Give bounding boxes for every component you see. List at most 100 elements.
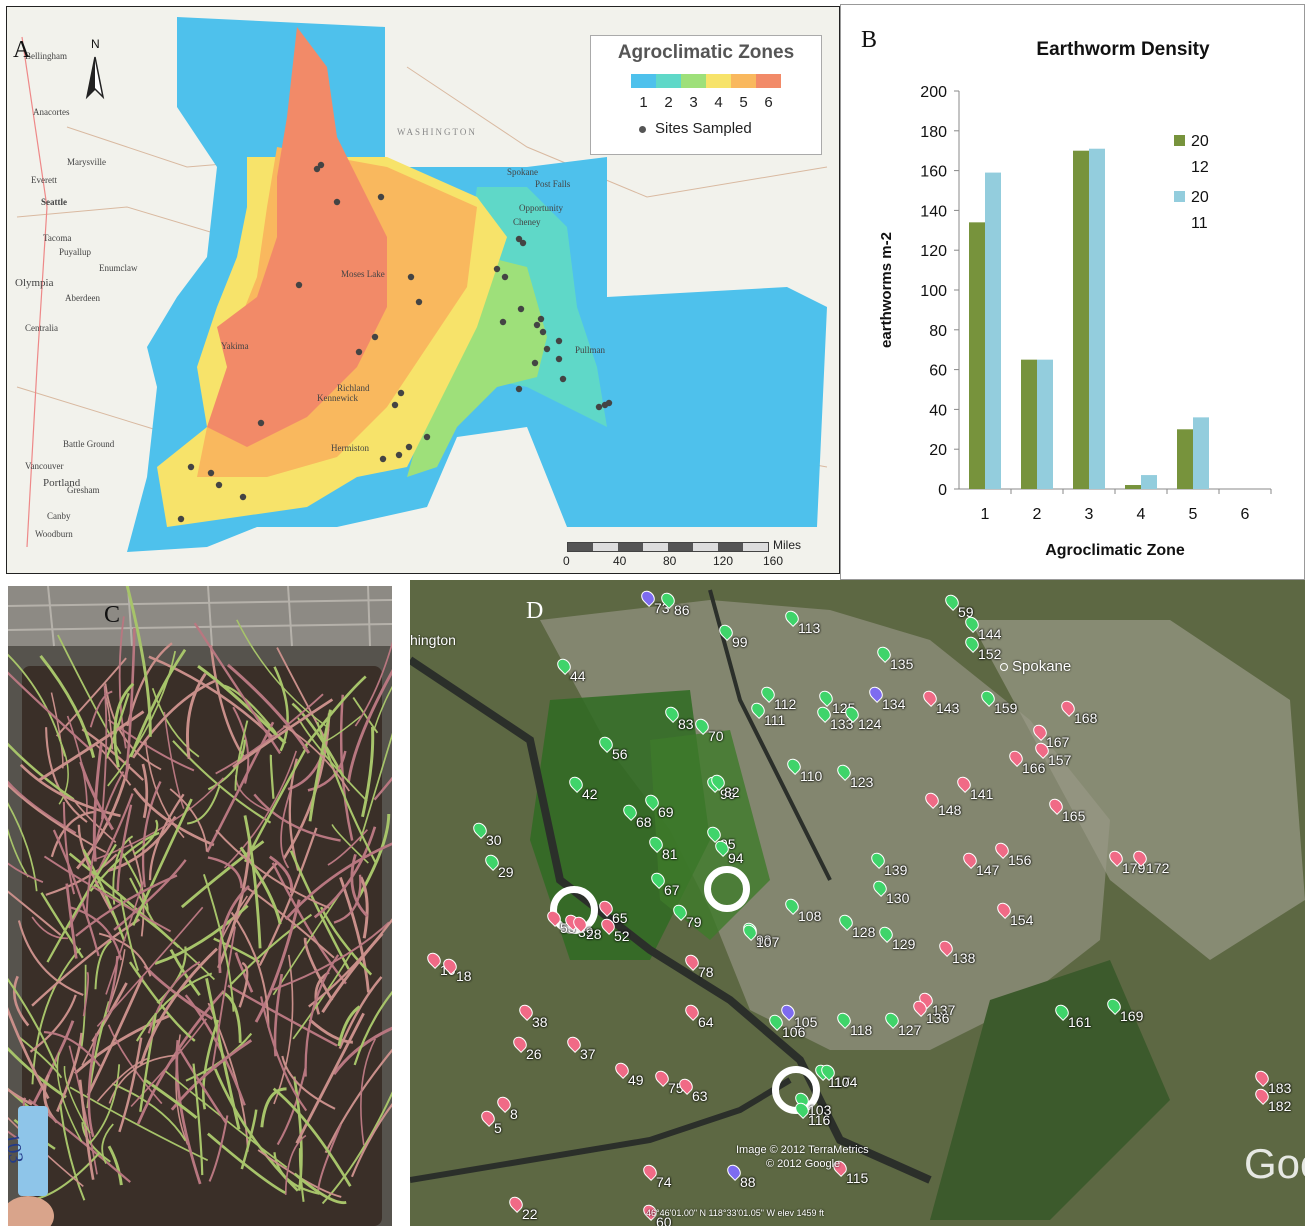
town-label: Yakima	[221, 341, 249, 351]
scale-tick-label: 40	[613, 554, 627, 568]
zone-1-swatch	[631, 74, 656, 88]
legend-swatch	[1174, 191, 1185, 202]
map-pin-label: 157	[1048, 752, 1072, 768]
map-pin-label: 134	[882, 696, 906, 712]
map-pin-label: 108	[798, 908, 822, 924]
map-pin-label: 169	[1120, 1008, 1144, 1024]
map-pin-label: 69	[658, 804, 674, 820]
town-label: Richland	[337, 383, 370, 393]
map-pin-label: 137	[932, 1002, 956, 1018]
town-label: Post Falls	[535, 179, 571, 189]
x-axis-label: Agroclimatic Zone	[1045, 542, 1185, 559]
zone-number-label: 2	[664, 94, 673, 111]
sites-sampled-label: Sites Sampled	[655, 120, 752, 137]
satellite-map-panel: D hington Spokane 73 86 59 113 144 99 152 135 44…	[410, 580, 1305, 1226]
legend-label: 20	[1191, 133, 1209, 150]
zone-number-label: 5	[739, 94, 748, 111]
bar-2011-zone-5	[1193, 417, 1209, 489]
town-label: Moses Lake	[341, 269, 385, 279]
bar-2012-zone-1	[969, 222, 985, 489]
map-pin-label: 79	[686, 914, 702, 930]
town-label: Battle Ground	[63, 439, 115, 449]
map-pin-label: 110	[800, 768, 823, 784]
bar-2011-zone-3	[1089, 148, 1105, 489]
town-label: Marysville	[67, 157, 106, 167]
site-dot-icon	[639, 125, 646, 133]
town-label: Enumclaw	[99, 263, 138, 273]
town-label: Opportunity	[519, 203, 563, 213]
zone-4-swatch	[706, 74, 731, 88]
map-pin-label: 99	[732, 634, 748, 650]
chart-title: Earthworm Density	[1036, 39, 1210, 60]
map-pin-label: 172	[1146, 860, 1170, 876]
map-pin-label: 143	[936, 700, 960, 716]
zone-6-region	[207, 27, 387, 447]
map-pin-label: 64	[698, 1014, 714, 1030]
town-label: Woodburn	[35, 529, 73, 539]
zone-number-label: 3	[689, 94, 698, 111]
zone-number-label: 1	[639, 94, 648, 111]
map-pin-label: 52	[614, 928, 630, 944]
north-label: N	[91, 37, 100, 51]
map-pin-label: 44	[570, 668, 586, 684]
sites-sampled-legend: Sites Sampled	[639, 120, 752, 137]
y-tick-label: 100	[920, 283, 947, 300]
bar-2011-zone-4	[1141, 475, 1157, 489]
town-label: Vancouver	[25, 461, 64, 471]
map-pin-label: 168	[1074, 710, 1098, 726]
map-pin-label: 130	[886, 890, 910, 906]
map-pin-label: 182	[1268, 1098, 1292, 1114]
map-pin-label: 37	[580, 1046, 596, 1062]
y-tick-label: 80	[929, 323, 947, 340]
panel-b-label: B	[861, 27, 878, 53]
town-label: Hermiston	[331, 443, 369, 453]
bar-2012-zone-2	[1021, 359, 1037, 489]
zone-number-label: 4	[714, 94, 723, 111]
map-label-washington: hington	[410, 632, 456, 648]
grass-photo	[8, 586, 392, 1226]
bar-2012-zone-4	[1125, 485, 1141, 489]
bar-2012-zone-5	[1177, 429, 1193, 489]
state-label: WASHINGTON	[397, 127, 477, 137]
scale-tick-label: 80	[663, 554, 677, 568]
legend-label: 12	[1191, 159, 1209, 176]
map-pin-label: 152	[978, 646, 1002, 662]
panel-c-label: C	[104, 602, 121, 628]
map-pin-label: 81	[662, 846, 678, 862]
map-pin-label: 133	[830, 716, 854, 732]
map-pin-label: 123	[850, 774, 874, 790]
map-pin-label: 144	[978, 626, 1002, 642]
scale-tick-label: 120	[713, 554, 734, 568]
town-label: Kennewick	[317, 393, 358, 403]
map-pin-label: 88	[740, 1174, 756, 1190]
map-pin-label: 183	[1268, 1080, 1292, 1096]
map-pin-label: 116	[808, 1112, 831, 1128]
map-pin-label: 161	[1068, 1014, 1092, 1030]
zone-3-swatch	[681, 74, 706, 88]
y-tick-label: 120	[920, 243, 947, 260]
zone-3-region	[407, 257, 547, 477]
bar-2011-zone-2	[1037, 359, 1053, 489]
map-pin-label: 93	[756, 932, 772, 948]
coordinate-readout: 46°46'01.00" N 118°33'01.05" W elev 1459…	[646, 1208, 824, 1218]
map-pin-label: 117	[828, 1074, 851, 1090]
map-pin-label: 94	[728, 850, 744, 866]
map-pin-label: 166	[1022, 760, 1046, 776]
town-label: Pullman	[575, 345, 606, 355]
map-pin-label: 49	[628, 1072, 644, 1088]
map-pin-label: 141	[970, 786, 994, 802]
map-pin-label: 78	[698, 964, 714, 980]
map-pin-label: 8	[510, 1106, 518, 1122]
legend-label: 11	[1191, 215, 1208, 232]
legend-title: Agroclimatic Zones	[617, 42, 795, 63]
y-tick-label: 160	[920, 164, 947, 181]
x-tick-label: 5	[1189, 506, 1198, 523]
y-tick-label: 200	[920, 84, 947, 101]
bar-2012-zone-3	[1073, 150, 1089, 489]
scale-unit: Miles	[773, 538, 802, 552]
google-credit: © 2012 Google	[766, 1158, 841, 1170]
town-label: Aberdeen	[65, 293, 100, 303]
town-label: Tacoma	[43, 233, 72, 243]
town-label: Gresham	[67, 485, 100, 495]
